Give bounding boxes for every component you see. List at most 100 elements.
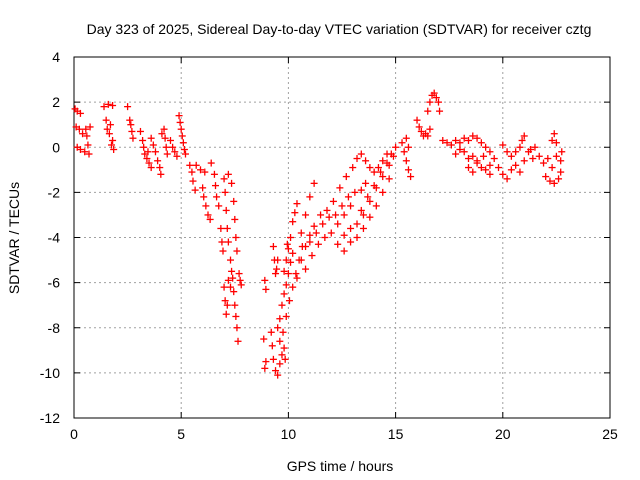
data-point — [548, 136, 556, 144]
data-point — [86, 123, 94, 131]
data-point — [180, 146, 188, 154]
data-point — [103, 125, 111, 133]
data-point — [220, 175, 228, 183]
data-point — [126, 116, 134, 124]
data-point — [129, 134, 137, 142]
data-point — [283, 240, 291, 248]
data-point — [426, 98, 434, 106]
data-point — [370, 182, 378, 190]
data-point — [512, 161, 520, 169]
data-point — [282, 256, 290, 264]
data-point — [507, 166, 515, 174]
data-point — [308, 252, 316, 260]
data-point — [340, 247, 348, 255]
data-point — [529, 155, 537, 163]
data-point — [236, 276, 244, 284]
data-point — [223, 301, 231, 309]
data-point — [486, 148, 494, 156]
data-point — [540, 159, 548, 167]
data-point — [163, 150, 171, 158]
data-point — [297, 229, 305, 237]
data-point — [379, 173, 387, 181]
data-point — [398, 139, 406, 147]
data-point — [274, 256, 282, 264]
data-point — [293, 274, 301, 282]
data-point — [507, 152, 515, 160]
data-point — [235, 270, 243, 278]
data-point — [439, 136, 447, 144]
data-point — [359, 224, 367, 232]
data-point — [204, 211, 212, 219]
data-point — [379, 157, 387, 165]
data-point — [340, 231, 348, 239]
data-point — [407, 173, 415, 181]
data-point — [147, 164, 155, 172]
data-point — [276, 360, 284, 368]
data-point — [319, 220, 327, 228]
data-point — [359, 211, 367, 219]
data-point — [482, 166, 490, 174]
data-points — [71, 89, 566, 379]
data-point — [542, 173, 550, 181]
data-point — [276, 337, 284, 345]
data-point — [469, 132, 477, 140]
data-point — [520, 132, 528, 140]
data-point — [499, 141, 507, 149]
data-point — [306, 193, 314, 201]
data-point — [224, 276, 232, 284]
data-point — [329, 197, 337, 205]
data-point — [550, 130, 558, 138]
data-point — [222, 206, 230, 214]
data-point — [79, 130, 87, 138]
data-point — [557, 157, 565, 165]
data-point — [207, 159, 215, 167]
data-point — [280, 267, 288, 275]
data-point — [473, 157, 481, 165]
data-point — [377, 168, 385, 176]
y-axis-label: SDTVAR / TECUs — [6, 182, 22, 294]
data-point — [327, 229, 335, 237]
data-point — [387, 150, 395, 158]
grid — [74, 57, 610, 418]
data-point — [189, 177, 197, 185]
data-point — [289, 218, 297, 226]
data-point — [221, 297, 229, 305]
data-point — [217, 224, 225, 232]
data-point — [215, 202, 223, 210]
data-point — [201, 168, 209, 176]
data-point — [469, 168, 477, 176]
data-point — [147, 134, 155, 142]
data-point — [206, 215, 214, 223]
data-point — [282, 281, 290, 289]
data-point — [374, 164, 382, 172]
data-point — [267, 328, 275, 336]
data-point — [535, 152, 543, 160]
data-point — [261, 364, 269, 372]
data-point — [550, 179, 558, 187]
data-point — [314, 240, 322, 248]
x-tick-label: 0 — [70, 426, 78, 442]
data-point — [357, 186, 365, 194]
data-point — [518, 136, 526, 144]
data-point — [261, 276, 269, 284]
data-point — [302, 211, 310, 219]
data-point — [366, 213, 374, 221]
data-point — [272, 270, 280, 278]
data-point — [269, 355, 277, 363]
data-point — [392, 143, 400, 151]
data-point — [546, 177, 554, 185]
data-point — [310, 179, 318, 187]
data-point — [106, 121, 114, 129]
data-point — [274, 324, 282, 332]
x-tick-label: 25 — [602, 426, 618, 442]
data-point — [544, 155, 552, 163]
data-point — [436, 107, 444, 115]
data-point — [486, 161, 494, 169]
data-point — [293, 200, 301, 208]
data-point — [196, 166, 204, 174]
data-point — [404, 143, 412, 151]
data-point — [213, 193, 221, 201]
data-point — [218, 238, 226, 246]
data-point — [260, 335, 268, 343]
data-point — [221, 188, 229, 196]
